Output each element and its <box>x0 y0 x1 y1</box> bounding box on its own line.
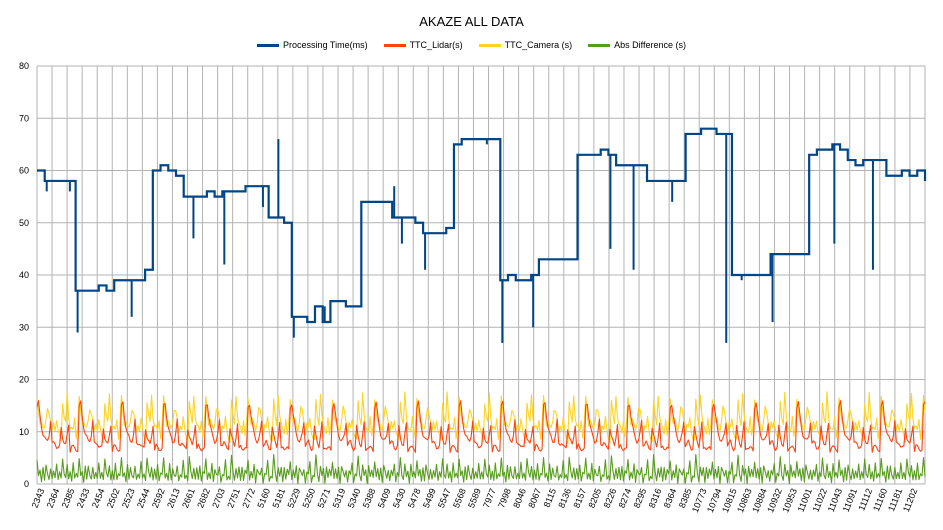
legend-label-ttc-camera: TTC_Camera (s) <box>504 40 573 50</box>
y-tick-label: 60 <box>19 166 29 176</box>
x-tick-label: 8067 <box>526 487 543 509</box>
y-tick-label: 0 <box>24 479 29 489</box>
y-tick-label: 30 <box>19 322 29 332</box>
series-line-ttc-lidar <box>36 400 926 453</box>
series-line-processing-time <box>37 127 927 324</box>
legend-swatch-processing-time <box>257 43 280 47</box>
y-tick-label: 50 <box>19 218 29 228</box>
series-line-abs-difference <box>36 453 926 485</box>
legend-swatch-ttc-lidar <box>383 43 406 47</box>
legend-swatch-abs-difference <box>588 43 611 47</box>
legend-entry-abs-difference: Abs Difference (s) <box>588 40 686 50</box>
legend-entry-ttc-camera: TTC_Camera (s) <box>478 40 573 50</box>
series-line-ttc-camera <box>36 391 926 445</box>
legend-label-ttc-lidar: TTC_Lidar(s) <box>409 40 463 50</box>
legend-entry-processing-time: Processing Time(ms) <box>257 40 368 50</box>
legend-entry-ttc-lidar: TTC_Lidar(s) <box>383 40 463 50</box>
legend-swatch-ttc-camera <box>478 43 501 47</box>
y-tick-label: 10 <box>19 427 29 437</box>
legend-label-abs-difference: Abs Difference (s) <box>614 40 686 50</box>
chart-title: AKAZE ALL DATA <box>419 14 524 29</box>
y-tick-label: 70 <box>19 113 29 123</box>
legend: Processing Time(ms) TTC_Lidar(s) TTC_Cam… <box>0 40 943 50</box>
legend-label-processing-time: Processing Time(ms) <box>283 40 368 50</box>
y-tick-label: 40 <box>19 270 29 280</box>
y-tick-label: 80 <box>19 61 29 71</box>
y-tick-label: 20 <box>19 375 29 385</box>
